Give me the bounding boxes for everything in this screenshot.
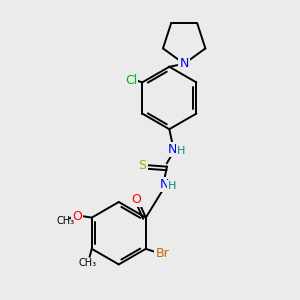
Text: Br: Br — [155, 247, 169, 260]
Text: S: S — [139, 159, 147, 172]
Text: O: O — [131, 193, 141, 206]
Text: CH₃: CH₃ — [78, 258, 96, 268]
Text: O: O — [72, 210, 82, 223]
Text: N: N — [179, 57, 189, 70]
Text: N: N — [159, 178, 169, 191]
Text: H: H — [177, 146, 185, 156]
Text: N: N — [168, 143, 178, 156]
Text: CH₃: CH₃ — [56, 216, 75, 226]
Text: H: H — [168, 181, 176, 191]
Text: Cl: Cl — [125, 74, 137, 87]
